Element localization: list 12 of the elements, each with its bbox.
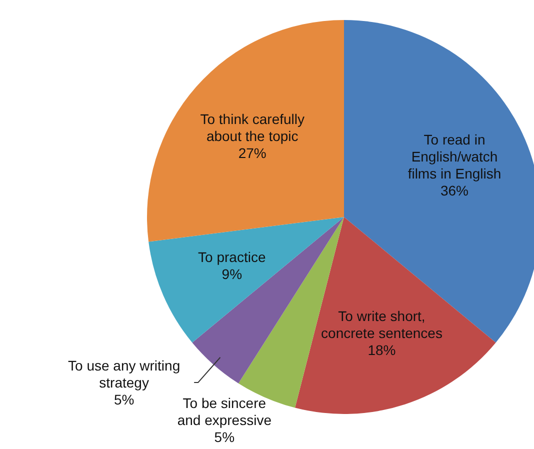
data-label: 5% bbox=[114, 392, 134, 408]
slice-label: To write short, concrete sentences bbox=[321, 308, 442, 342]
slice-label: To think carefully about the topic bbox=[200, 111, 305, 144]
data-label: 18% bbox=[368, 342, 396, 358]
data-label: 36% bbox=[440, 182, 469, 198]
data-label: 9% bbox=[222, 266, 242, 282]
slice-label: To use any writing strategy bbox=[68, 358, 180, 391]
data-label: 27% bbox=[238, 145, 266, 162]
slice-label: To be sincere and expressive bbox=[177, 395, 272, 428]
data-label: 5% bbox=[214, 429, 235, 446]
slice-label: To practice bbox=[198, 249, 266, 266]
slice-label: To read in English/watch films in English bbox=[408, 131, 502, 182]
